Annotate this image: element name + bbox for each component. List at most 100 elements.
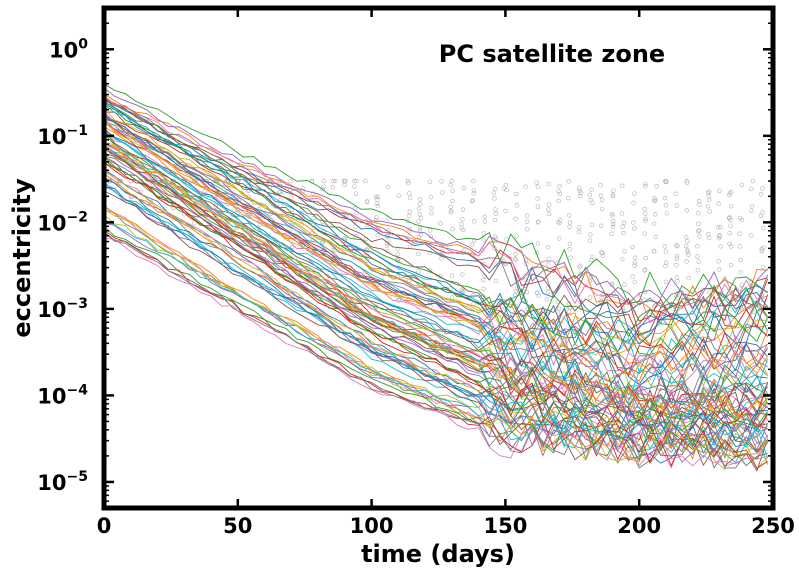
scatter-point: [311, 215, 316, 221]
series-line: [104, 120, 768, 374]
scatter-point: [504, 237, 509, 242]
plot-frame: [101, 5, 776, 511]
scatter-point: [686, 275, 691, 281]
scatter-point: [630, 244, 635, 250]
scatter-point: [416, 206, 422, 211]
scatter-point: [352, 178, 357, 184]
scatter-point: [503, 182, 509, 188]
scatter-point: [697, 202, 702, 207]
series-line: [104, 130, 768, 411]
scatter-point: [416, 234, 422, 239]
scatter-point: [568, 255, 573, 260]
scatter-point: [610, 213, 615, 218]
scatter-point: [675, 243, 680, 249]
scatter-point: [674, 256, 680, 261]
scatter-point: [535, 290, 540, 296]
scatter-point: [674, 275, 680, 280]
scatter-point: [588, 232, 593, 237]
scatter-point: [662, 195, 668, 201]
y-tick-label: 100: [49, 36, 88, 62]
scatter-point: [373, 194, 379, 200]
series-line: [104, 83, 768, 308]
scatter-point: [405, 178, 411, 184]
scatter-point: [536, 219, 541, 225]
scatter-point: [653, 234, 658, 240]
scatter-point: [504, 187, 509, 193]
scatter-point: [738, 270, 743, 275]
scatter-point: [493, 207, 498, 212]
scatter-point: [675, 279, 680, 284]
series-line: [104, 107, 768, 356]
scatter-point: [609, 231, 614, 236]
series-line: [104, 141, 768, 419]
scatter-point: [587, 295, 593, 300]
scatter-point: [566, 213, 572, 218]
series-line: [104, 190, 768, 454]
scatter-point: [663, 249, 669, 254]
scatter-point: [503, 208, 508, 214]
scatter-point: [384, 234, 389, 239]
scatter-point: [654, 184, 659, 189]
scatter-point: [589, 222, 595, 227]
scatter-point: [395, 251, 400, 257]
series-line: [104, 155, 768, 433]
scatter-point: [685, 238, 690, 244]
scatter-point: [643, 181, 648, 187]
scatter-point: [460, 227, 466, 233]
series-line: [104, 142, 769, 415]
scatter-point: [333, 178, 338, 184]
scatter-point: [706, 289, 712, 294]
scatter-point: [696, 221, 701, 227]
scatter-points: [106, 178, 773, 316]
scatter-point: [535, 241, 541, 246]
chart-title: PC satellite zone: [439, 40, 665, 68]
series-line: [104, 183, 768, 464]
scatter-point: [493, 278, 499, 284]
scatter-point: [374, 215, 379, 220]
scatter-point: [643, 211, 648, 216]
scatter-point: [662, 244, 667, 249]
series-line: [104, 103, 768, 342]
scatter-point: [343, 178, 348, 184]
scatter-point: [429, 205, 434, 211]
scatter-point: [492, 234, 498, 239]
scatter-point: [375, 203, 381, 209]
scatter-point: [545, 244, 551, 250]
series-line: [104, 128, 768, 404]
scatter-point: [673, 191, 678, 197]
scatter-point: [375, 194, 380, 199]
scatter-point: [407, 191, 412, 196]
scatter-point: [450, 226, 455, 232]
scatter-point: [749, 208, 754, 213]
scatter-point: [632, 226, 637, 231]
scatter-point: [513, 216, 518, 222]
scatter-point: [535, 196, 540, 201]
scatter-point: [611, 221, 616, 227]
scatter-point: [728, 262, 734, 268]
scatter-point: [696, 259, 702, 264]
scatter-point: [321, 178, 326, 184]
scatter-point: [513, 252, 518, 257]
series-line: [104, 155, 768, 442]
scatter-point: [492, 196, 497, 201]
scatter-point: [567, 247, 572, 252]
scatter-point: [727, 230, 732, 236]
scatter-point: [739, 182, 745, 188]
scatter-point: [600, 253, 606, 258]
scatter-point: [491, 190, 497, 196]
scatter-point: [396, 193, 401, 198]
scatter-point: [288, 178, 293, 184]
scatter-point: [330, 185, 336, 190]
scatter-point: [696, 301, 702, 306]
scatter-point: [492, 217, 498, 223]
scatter-point: [493, 211, 499, 216]
scatter-point: [717, 234, 722, 239]
scatter-point: [632, 255, 638, 260]
scatter-point: [588, 274, 594, 280]
series-line: [104, 173, 768, 460]
scatter-point: [438, 221, 443, 226]
scatter-point: [427, 179, 433, 185]
scatter-point: [556, 198, 561, 204]
scatter-point: [514, 203, 520, 208]
